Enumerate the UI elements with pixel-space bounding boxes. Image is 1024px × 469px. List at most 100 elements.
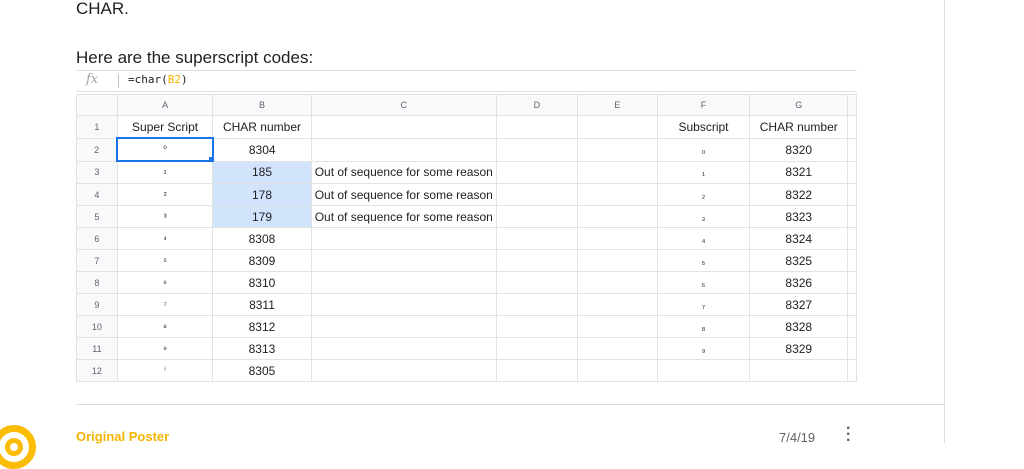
cell-d[interactable] <box>495 315 578 338</box>
cell-h[interactable] <box>847 271 857 294</box>
cell-e[interactable] <box>576 337 658 360</box>
cell-e[interactable] <box>576 293 658 316</box>
cell-f[interactable]: ₉ <box>656 337 751 360</box>
cell-f[interactable]: ₄ <box>656 227 751 250</box>
cell-c[interactable]: Out of sequence for some reason <box>310 205 497 228</box>
cell-b[interactable]: 8305 <box>212 359 312 382</box>
cell-h[interactable] <box>847 115 857 139</box>
cell-h[interactable] <box>847 315 857 338</box>
cell-b[interactable]: 8311 <box>212 293 312 316</box>
cell-c[interactable] <box>310 315 497 338</box>
cell-f[interactable]: ₇ <box>656 293 751 316</box>
cell-a[interactable]: ⁵ <box>116 249 214 272</box>
cell-d[interactable] <box>495 115 578 139</box>
cell-d[interactable] <box>495 160 578 184</box>
cell-g[interactable]: 8323 <box>749 205 849 228</box>
cell-b[interactable]: 8308 <box>212 227 312 250</box>
cell-g[interactable]: 8320 <box>749 137 849 162</box>
cell-f[interactable] <box>656 359 751 382</box>
cell-g[interactable]: 8321 <box>749 160 849 184</box>
cell-a[interactable]: ⁶ <box>116 271 214 294</box>
cell-b[interactable]: 8309 <box>212 249 312 272</box>
cell-c[interactable] <box>310 115 497 139</box>
cell-b[interactable]: 8310 <box>212 271 312 294</box>
cell-b[interactable]: 185 <box>212 160 312 184</box>
cell-f[interactable]: ₀ <box>656 137 751 162</box>
cell-b[interactable]: 8313 <box>212 337 312 360</box>
cell-f[interactable]: ₂ <box>656 183 751 206</box>
cell-b[interactable]: 178 <box>212 183 312 206</box>
cell-a[interactable]: ⁴ <box>116 227 214 250</box>
cell-e[interactable] <box>576 249 658 272</box>
cell-f[interactable]: Subscript <box>656 115 751 139</box>
cell-d[interactable] <box>495 183 578 206</box>
cell-h[interactable] <box>847 183 857 206</box>
cell-d[interactable] <box>495 337 578 360</box>
cell-g[interactable]: 8327 <box>749 293 849 316</box>
cell-c[interactable] <box>310 359 497 382</box>
cell-h[interactable] <box>847 137 857 162</box>
cell-b[interactable]: 8312 <box>212 315 312 338</box>
cell-a[interactable]: ³ <box>116 205 214 228</box>
cell-c[interactable] <box>310 337 497 360</box>
cell-h[interactable] <box>847 227 857 250</box>
cell-g[interactable]: 8329 <box>749 337 849 360</box>
cell-d[interactable] <box>495 227 578 250</box>
cell-e[interactable] <box>576 271 658 294</box>
cell-d[interactable] <box>495 249 578 272</box>
cell-c[interactable] <box>310 271 497 294</box>
row-header: 1 <box>76 115 118 139</box>
cell-g[interactable]: CHAR number <box>749 115 849 139</box>
cell-c[interactable] <box>310 293 497 316</box>
cell-g[interactable]: 8325 <box>749 249 849 272</box>
cell-b[interactable]: 8304 <box>212 137 312 162</box>
cell-a[interactable]: Super Script <box>116 115 214 139</box>
cell-e[interactable] <box>576 205 658 228</box>
cell-c[interactable]: Out of sequence for some reason <box>310 160 497 184</box>
cell-g[interactable]: 8322 <box>749 183 849 206</box>
cell-g[interactable]: 8324 <box>749 227 849 250</box>
more-vert-icon[interactable]: · · · <box>846 420 852 449</box>
cell-h[interactable] <box>847 293 857 316</box>
cell-d[interactable] <box>495 205 578 228</box>
cell-g[interactable]: 8328 <box>749 315 849 338</box>
cell-a[interactable]: ⁱ <box>116 359 214 382</box>
cell-b[interactable]: CHAR number <box>212 115 312 139</box>
cell-g[interactable] <box>749 359 849 382</box>
cell-a[interactable]: ⁹ <box>116 337 214 360</box>
cell-e[interactable] <box>576 315 658 338</box>
cell-e[interactable] <box>576 227 658 250</box>
cell-e[interactable] <box>576 359 658 382</box>
cell-f[interactable]: ₆ <box>656 271 751 294</box>
cell-a[interactable]: ⁸ <box>116 315 214 338</box>
cell-h[interactable] <box>847 249 857 272</box>
cell-f[interactable]: ₅ <box>656 249 751 272</box>
cell-d[interactable] <box>495 137 578 162</box>
cell-b[interactable]: 179 <box>212 205 312 228</box>
cell-h[interactable] <box>847 205 857 228</box>
cell-a[interactable]: ² <box>116 183 214 206</box>
cell-e[interactable] <box>576 160 658 184</box>
cell-d[interactable] <box>495 271 578 294</box>
cell-a[interactable]: ⁰ <box>116 137 214 162</box>
selection-handle[interactable] <box>207 156 211 159</box>
cell-c[interactable] <box>310 249 497 272</box>
cell-d[interactable] <box>495 293 578 316</box>
cell-e[interactable] <box>576 183 658 206</box>
cell-e[interactable] <box>576 115 658 139</box>
cell-f[interactable]: ₃ <box>656 205 751 228</box>
cell-d[interactable] <box>495 359 578 382</box>
cell-a[interactable]: ¹ <box>116 160 214 184</box>
cell-c[interactable]: Out of sequence for some reason <box>310 183 497 206</box>
original-poster-label: Original Poster <box>76 429 170 444</box>
cell-h[interactable] <box>847 359 857 382</box>
cell-f[interactable]: ₈ <box>656 315 751 338</box>
cell-e[interactable] <box>576 137 658 162</box>
cell-c[interactable] <box>310 227 497 250</box>
cell-c[interactable] <box>310 137 497 162</box>
cell-h[interactable] <box>847 337 857 360</box>
cell-h[interactable] <box>847 160 857 184</box>
cell-f[interactable]: ₁ <box>656 160 751 184</box>
cell-a[interactable]: ⁷ <box>116 293 214 316</box>
cell-g[interactable]: 8326 <box>749 271 849 294</box>
